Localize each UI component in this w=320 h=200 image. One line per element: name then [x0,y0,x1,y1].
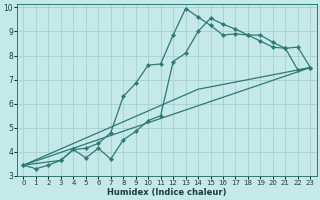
X-axis label: Humidex (Indice chaleur): Humidex (Indice chaleur) [107,188,227,197]
